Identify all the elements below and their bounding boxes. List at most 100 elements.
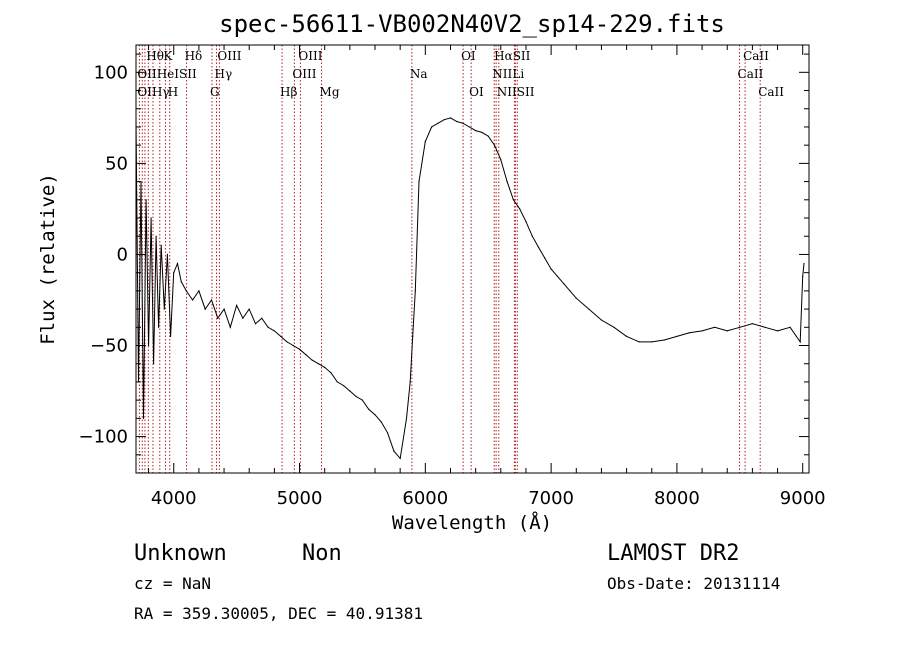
data-point [267,326,269,328]
data-point [443,119,445,121]
data-point [500,159,502,161]
line-label: OIIHeISII [137,67,197,81]
data-point [330,372,332,374]
data-point [412,335,414,337]
chart-title: spec-56611-VB002N40V2_sp14-229.fits [219,10,725,38]
line-label: OIHγ [137,85,169,99]
data-point [519,208,521,210]
data-point [223,308,225,310]
line-label: Hθ [146,49,164,63]
data-point [409,381,411,383]
data-point [462,122,464,124]
data-point [163,308,165,310]
data-point [563,283,565,285]
data-point [803,263,805,265]
data-point [802,275,804,277]
object-subclass: Non [302,541,342,566]
data-point [525,221,527,223]
data-point [198,290,200,292]
data-point [437,122,439,124]
line-label: NIISII [497,85,535,99]
data-point [475,130,477,132]
data-point [380,421,382,423]
data-point [537,246,540,248]
data-point [324,366,326,368]
line-label: Hγ [215,67,233,81]
data-point [336,381,338,383]
cz-value: cz = NaN [134,574,211,593]
data-point [575,297,577,299]
data-point [663,339,665,341]
data-point [481,131,483,133]
x-tick-label: 9000 [780,488,826,509]
data-point [242,317,244,319]
data-point [418,181,420,183]
line-label: HαSII [494,49,531,63]
x-axis-label: Wavelength (Å) [392,511,552,534]
data-point [192,299,194,301]
data-point [142,417,145,419]
data-point [393,450,395,452]
x-tick-label: 8000 [654,488,700,509]
data-point [569,290,571,292]
data-point [155,235,157,237]
data-point [764,326,766,328]
x-tick-label: 6000 [402,488,448,509]
line-label: CaII [758,85,784,99]
data-point [399,457,401,459]
data-point [544,257,546,259]
data-point [550,268,552,270]
data-point [185,290,187,292]
data-point [714,326,716,328]
x-tick-label: 7000 [528,488,574,509]
line-labels: Hθ K Hδ OIII OIII OI HαSII CaII OIIHeISII Hγ OIII N… [137,49,784,99]
data-point [180,281,182,283]
data-point [166,253,168,255]
data-point [298,348,301,350]
data-point [726,330,728,332]
line-label: K [163,49,173,63]
line-label: Li [512,67,524,81]
data-point [148,344,150,347]
line-label: NII [492,67,512,81]
data-point [273,330,275,332]
series-layer [135,117,805,460]
data-point [449,117,452,119]
data-point [254,323,257,325]
data-point [160,244,162,246]
line-label: Hδ [185,49,203,63]
data-point [387,432,389,434]
data-point [588,308,590,310]
data-point [493,144,496,146]
y-tick-label: 0 [117,244,128,265]
line-label: Na [410,67,428,81]
data-point [361,399,363,401]
data-point [777,330,779,332]
obs-date: Obs-Date: 20131114 [607,574,780,593]
data-point [638,341,640,343]
data-point [173,272,175,274]
data-point [506,181,508,183]
data-point [651,341,653,343]
data-point [799,341,801,343]
data-point [210,299,213,301]
data-point [355,395,357,398]
y-tick-label: −50 [90,336,128,357]
data-point [217,317,219,319]
line-label: OIII [298,49,322,63]
data-point [468,126,470,128]
axis-ticks: 4000 5000 6000 7000 8000 9000 −100 −50 0 50 100 [79,45,826,509]
plot-frame [135,44,810,474]
data-point [751,323,754,325]
x-tick-label: 4000 [151,488,197,509]
line-label: CaII [743,49,769,63]
y-tick-label: 100 [94,62,128,83]
spectrum-line [135,117,805,460]
data-point [150,217,152,219]
line-label: OIII [217,49,241,63]
data-point [204,308,206,310]
object-name: Unknown [134,541,227,566]
data-point [236,304,238,306]
data-point [280,335,282,337]
data-point [145,199,147,201]
